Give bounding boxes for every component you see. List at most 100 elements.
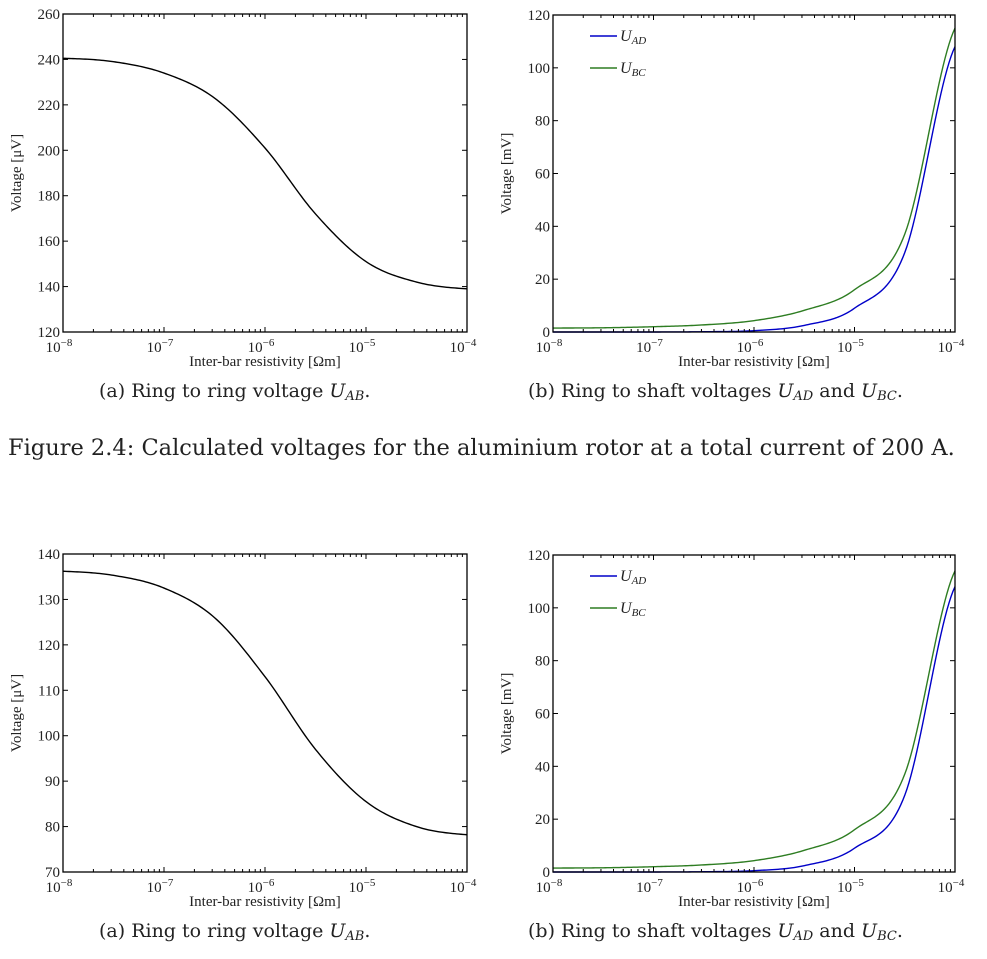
x-tick-label: 10−8 <box>46 337 73 356</box>
y-tick-label: 100 <box>528 61 551 77</box>
y-tick-label: 120 <box>528 548 551 564</box>
x-tick-label: 10−6 <box>737 877 764 896</box>
legend-sub: AD <box>631 35 647 47</box>
subcaption-var: U <box>329 380 346 402</box>
y-axis-label: Voltage [mV] <box>499 133 515 215</box>
y-tick-label: 110 <box>38 683 60 699</box>
y-tick-label: 0 <box>543 865 551 881</box>
subcaption-sub: AB <box>345 389 365 404</box>
subcaption-var: U <box>777 380 794 402</box>
x-tick-base: 10 <box>248 340 263 356</box>
subcaption-b-bottom: (b) Ring to shaft voltages UAD and UBC. <box>528 920 903 944</box>
y-tick-label: 60 <box>535 167 550 183</box>
y-tick-label: 180 <box>38 189 61 205</box>
x-tick-exponent: −7 <box>162 337 174 349</box>
x-tick-exponent: −8 <box>551 337 563 349</box>
y-tick-label: 90 <box>45 774 60 790</box>
y-tick-label: 160 <box>38 234 61 250</box>
x-tick-label: 10−4 <box>938 337 965 356</box>
subcaption-mid: and <box>813 380 862 402</box>
subcaption-sub2: BC <box>877 929 897 944</box>
y-axis-label: Voltage [mV] <box>499 673 515 755</box>
x-tick-base: 10 <box>147 880 162 896</box>
x-tick-label: 10−4 <box>450 877 477 896</box>
y-tick-label: 80 <box>535 114 550 130</box>
y-tick-label: 0 <box>543 325 551 341</box>
x-tick-base: 10 <box>737 340 752 356</box>
series-line-u-bc <box>553 570 955 869</box>
subcaption-text: (a) Ring to ring voltage <box>99 380 330 402</box>
subcaption-var2: U <box>861 380 878 402</box>
x-tick-exponent: −5 <box>852 877 864 889</box>
subcaption-suffix: . <box>896 920 903 942</box>
x-tick-base: 10 <box>536 340 551 356</box>
x-axis-label: Inter-bar resistivity [Ωm] <box>678 894 830 910</box>
legend-var: U <box>620 28 633 45</box>
legend-label-bc: UBC <box>620 60 646 79</box>
x-tick-label: 10−8 <box>46 877 73 896</box>
subcaption-text: (a) Ring to ring voltage <box>99 920 330 942</box>
y-tick-label: 140 <box>38 547 61 563</box>
x-tick-label: 10−7 <box>636 337 663 356</box>
x-tick-base: 10 <box>737 880 752 896</box>
x-tick-exponent: −8 <box>61 877 73 889</box>
y-tick-label: 220 <box>38 98 61 114</box>
x-tick-exponent: −5 <box>364 877 376 889</box>
subcaption-suffix: . <box>364 920 371 942</box>
x-tick-base: 10 <box>636 340 651 356</box>
y-tick-label: 20 <box>535 812 550 828</box>
y-axis-label: Voltage [μV] <box>9 134 25 212</box>
x-tick-base: 10 <box>450 880 465 896</box>
x-tick-label: 10−6 <box>248 877 275 896</box>
x-tick-exponent: −6 <box>263 337 275 349</box>
x-tick-label: 10−4 <box>450 337 477 356</box>
y-tick-label: 40 <box>535 759 550 775</box>
x-tick-exponent: −8 <box>61 337 73 349</box>
x-tick-label: 10−8 <box>536 337 563 356</box>
x-tick-label: 10−7 <box>147 337 174 356</box>
x-tick-exponent: −5 <box>852 337 864 349</box>
y-tick-label: 80 <box>45 820 60 836</box>
x-axis-label: Inter-bar resistivity [Ωm] <box>678 354 830 370</box>
y-axis-label: Voltage [μV] <box>9 674 25 752</box>
subcaption-text: (b) Ring to shaft voltages <box>528 380 778 402</box>
subcaption-var: U <box>329 920 346 942</box>
y-tick-label: 80 <box>535 654 550 670</box>
x-tick-exponent: −6 <box>752 337 764 349</box>
y-tick-label: 130 <box>38 592 61 608</box>
x-tick-exponent: −5 <box>364 337 376 349</box>
legend-label-ad: UAD <box>620 28 646 47</box>
subcaption-text: (b) Ring to shaft voltages <box>528 920 778 942</box>
x-tick-base: 10 <box>147 340 162 356</box>
y-tick-label: 100 <box>38 729 61 745</box>
y-tick-label: 260 <box>38 7 61 23</box>
legend-sub: AD <box>631 575 647 587</box>
x-tick-label: 10−8 <box>536 877 563 896</box>
x-tick-label: 10−7 <box>636 877 663 896</box>
x-tick-exponent: −4 <box>953 877 965 889</box>
x-tick-exponent: −7 <box>162 877 174 889</box>
x-tick-base: 10 <box>450 340 465 356</box>
x-tick-exponent: −7 <box>651 337 663 349</box>
y-tick-label: 70 <box>45 865 60 881</box>
y-tick-label: 140 <box>38 280 61 296</box>
x-tick-exponent: −4 <box>465 337 477 349</box>
subcaption-suffix: . <box>364 380 371 402</box>
x-tick-base: 10 <box>837 880 852 896</box>
legend-var: U <box>620 60 633 77</box>
x-tick-exponent: −6 <box>752 877 764 889</box>
subcaption-var: U <box>777 920 794 942</box>
y-tick-label: 100 <box>528 601 551 617</box>
subcaption-mid: and <box>813 920 862 942</box>
y-tick-label: 40 <box>535 219 550 235</box>
plot-frame <box>552 554 956 873</box>
subcaption-suffix: . <box>896 380 903 402</box>
x-axis-label: Inter-bar resistivity [Ωm] <box>189 354 341 370</box>
x-tick-base: 10 <box>837 340 852 356</box>
x-tick-base: 10 <box>349 340 364 356</box>
x-axis-label: Inter-bar resistivity [Ωm] <box>189 894 341 910</box>
figure-caption: Figure 2.4: Calculated voltages for the … <box>8 435 955 461</box>
chart-ring-to-shaft-lower: 10−8 10−7 10−6 10−5 10−4020406080100120Inter… <box>499 548 965 910</box>
subcaption-sub: AD <box>793 929 814 944</box>
legend-var: U <box>620 568 633 585</box>
